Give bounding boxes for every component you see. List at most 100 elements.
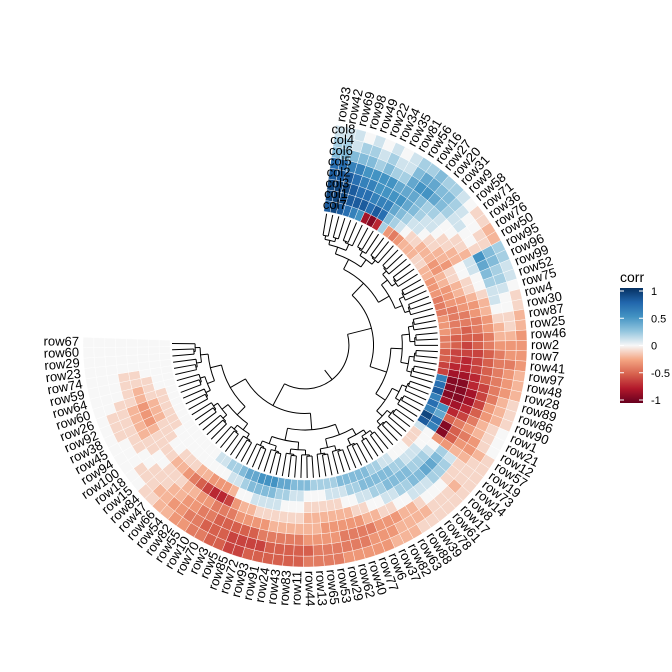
dendrogram-branch: [221, 404, 229, 410]
heatmap-cell: [514, 319, 527, 331]
heatmap-cell: [293, 533, 304, 546]
dendrogram-branch: [399, 296, 404, 300]
heatmap-cell: [296, 490, 305, 502]
dendrogram-branch: [376, 420, 381, 426]
dendrogram-branch: [256, 443, 265, 448]
dendrogram-branch: [391, 387, 400, 393]
heatmap-cell: [319, 510, 330, 524]
dendrogram-branch: [413, 326, 437, 331]
dendrogram-branch: [404, 284, 424, 296]
dendrogram-branch: [407, 326, 411, 342]
dendrogram-branch: [233, 424, 238, 430]
heatmap-cell: [502, 310, 515, 323]
dendrogram-branch: [381, 279, 388, 286]
dendrogram-branch: [415, 355, 438, 359]
row-label: row67: [44, 333, 80, 348]
dendrogram-branch: [374, 431, 389, 450]
row-labels: row33row42row69row98row49row22row34row35…: [43, 86, 566, 607]
heatmap-cell: [317, 489, 327, 502]
dendrogram-branch: [198, 411, 217, 426]
row-label: row87: [528, 301, 565, 321]
dendrogram-branch: [371, 256, 374, 259]
row-label: row7: [530, 348, 559, 364]
dendrogram-branch: [235, 431, 238, 433]
row-label: row11: [288, 571, 304, 606]
dendrogram-branch: [325, 438, 329, 448]
dendrogram-branch: [361, 230, 374, 250]
dendrogram-branch: [343, 259, 350, 270]
dendrogram-branch: [371, 257, 379, 264]
heatmap-cell: [504, 340, 517, 351]
row-label: row29: [44, 355, 81, 373]
legend-tick-label: 1: [651, 286, 657, 298]
heatmap-cell: [515, 350, 528, 362]
column-label: col8: [332, 121, 356, 136]
dendrogram-branch: [332, 448, 340, 452]
dendrogram-branch: [408, 325, 414, 328]
row-label: row53: [334, 567, 354, 604]
dendrogram-branch: [375, 393, 386, 401]
heatmap-cell: [448, 319, 461, 329]
heatmap-cell: [94, 365, 108, 378]
dendrogram-branch: [376, 410, 383, 417]
legend-title: corr: [620, 269, 644, 285]
dendrogram-branch: [395, 305, 403, 309]
heatmap-cell: [271, 553, 284, 567]
dendrogram-branch: [200, 376, 206, 379]
heatmap-cell: [515, 340, 528, 352]
heatmap-cell: [482, 349, 495, 360]
dendrogram-branch: [404, 389, 427, 401]
column-label: col2: [327, 164, 351, 179]
dendrogram-branch: [358, 247, 361, 250]
dendrogram-branch: [357, 246, 363, 250]
heatmap-cell: [511, 298, 525, 312]
dendrogram-branch: [337, 451, 345, 473]
dendrogram-branch: [195, 359, 198, 367]
heatmap-cell: [493, 331, 506, 342]
heatmap-cell: [295, 501, 305, 513]
dendrogram-branch: [263, 449, 272, 472]
dendrogram-branch: [377, 245, 394, 264]
dendrogram-branch: [414, 320, 436, 325]
row-label: row65: [324, 569, 343, 606]
dendrogram-branch: [178, 379, 200, 388]
dendrogram-branch: [205, 389, 211, 393]
dendrogram-branch: [403, 395, 424, 407]
row-label: row60: [43, 344, 79, 360]
dendrogram-branch: [246, 443, 258, 465]
dendrogram-branch: [410, 380, 431, 389]
dendrogram-branch: [237, 424, 250, 435]
dendrogram-branch: [345, 243, 350, 251]
dendrogram-branch: [246, 439, 252, 444]
dendrogram-branch: [365, 437, 379, 457]
dendrogram-branch: [176, 373, 200, 382]
heatmap-cell: [105, 364, 119, 376]
dendrogram-branch: [210, 423, 227, 440]
column-label: col4: [330, 132, 354, 147]
heatmap-cell: [450, 341, 462, 350]
dendrogram-branch: [356, 443, 368, 463]
dendrogram-branch: [369, 434, 384, 453]
dendrogram-branch: [322, 234, 329, 237]
heatmap-cell: [323, 554, 335, 567]
heatmap-cell: [82, 337, 95, 348]
dendrogram-branch: [320, 445, 335, 450]
row-label: row23: [45, 366, 82, 385]
heatmap-cell: [492, 321, 506, 333]
dendrogram-branch: [370, 431, 375, 436]
dendrogram-branch: [353, 443, 356, 445]
dendrogram-branch: [378, 295, 390, 303]
row-dendrogram: [172, 213, 439, 478]
dendrogram-branch: [272, 383, 285, 406]
heatmap-cell: [504, 330, 517, 342]
dendrogram-branch: [342, 449, 351, 471]
dendrogram-branch: [401, 292, 404, 294]
dendrogram-branch: [382, 270, 387, 275]
dendrogram-branch: [191, 402, 212, 416]
heatmap-cells: [82, 124, 528, 568]
heatmap-cell: [303, 512, 313, 524]
dendrogram-branch: [206, 419, 224, 436]
heatmap-cell: [461, 333, 473, 342]
heatmap-cell: [482, 323, 495, 334]
